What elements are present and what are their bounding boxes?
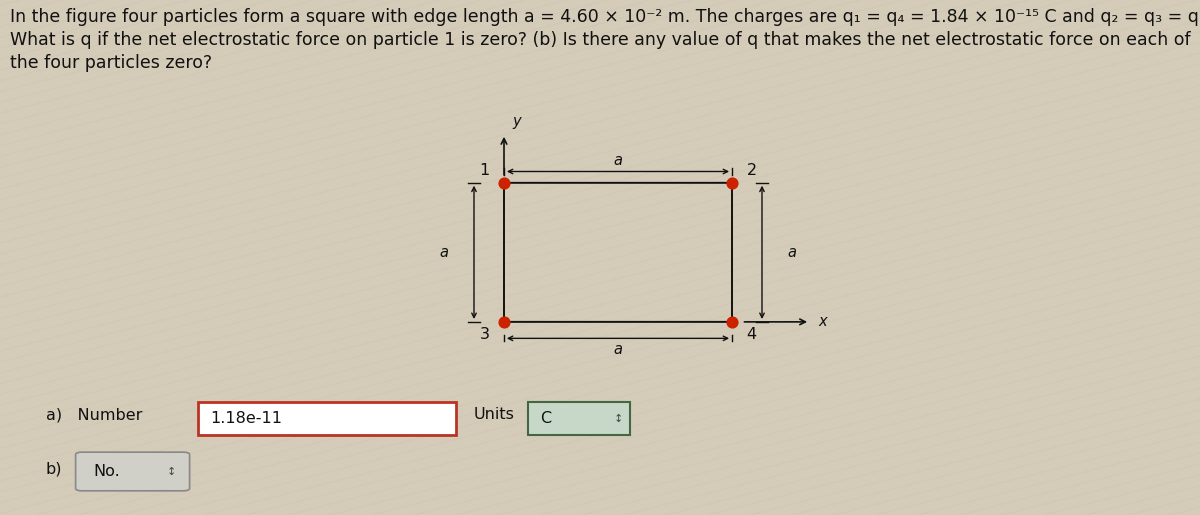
Text: a: a xyxy=(613,152,623,168)
Text: 2: 2 xyxy=(746,163,756,178)
Text: 1: 1 xyxy=(479,163,490,178)
Text: y: y xyxy=(512,114,521,129)
Text: a)   Number: a) Number xyxy=(46,407,142,422)
Point xyxy=(722,179,742,187)
Point xyxy=(494,179,514,187)
Text: In the figure four particles form a square with edge length a = 4.60 × 10⁻² m. T: In the figure four particles form a squa… xyxy=(10,8,1200,26)
Text: a: a xyxy=(787,245,797,260)
Text: 3: 3 xyxy=(480,327,490,342)
Text: ↕: ↕ xyxy=(167,467,176,476)
Text: Units: Units xyxy=(474,407,515,422)
Text: C: C xyxy=(540,411,551,426)
Text: b): b) xyxy=(46,461,62,476)
Text: x: x xyxy=(818,314,827,330)
Text: the four particles zero?: the four particles zero? xyxy=(10,54,211,72)
Text: What is q if the net electrostatic force on particle 1 is zero? (b) Is there any: What is q if the net electrostatic force… xyxy=(10,31,1190,49)
Text: a: a xyxy=(439,245,449,260)
FancyBboxPatch shape xyxy=(528,402,630,435)
FancyBboxPatch shape xyxy=(76,452,190,491)
Text: a: a xyxy=(613,342,623,357)
Text: ↕: ↕ xyxy=(613,414,623,423)
Text: No.: No. xyxy=(94,464,120,479)
FancyBboxPatch shape xyxy=(198,402,456,435)
Point xyxy=(722,318,742,326)
Point xyxy=(494,318,514,326)
Text: 4: 4 xyxy=(746,327,756,342)
Text: 1.18e-11: 1.18e-11 xyxy=(210,411,282,426)
